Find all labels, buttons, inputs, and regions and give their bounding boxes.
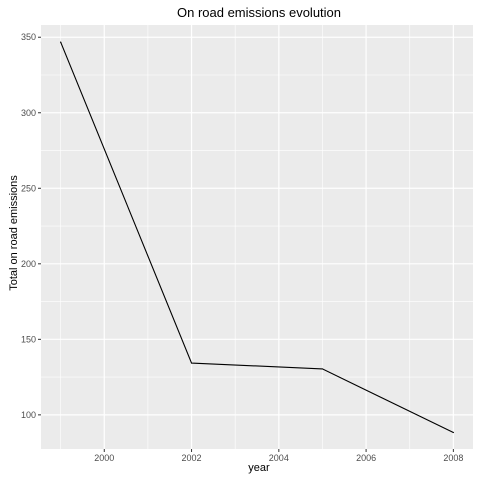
y-tick-label: 200 (21, 259, 36, 269)
series-line (60, 41, 454, 434)
y-tick-label: 150 (21, 334, 36, 344)
x-tick-label: 2002 (182, 453, 202, 463)
y-tick-label: 350 (21, 32, 36, 42)
x-axis-title: year (248, 462, 270, 474)
x-axis: 2000 2002 2004 2006 2008 (94, 449, 463, 463)
y-axis: 100 150 200 250 300 350 (21, 32, 41, 420)
y-tick-label: 250 (21, 183, 36, 193)
chart-title: On road emissions evolution (177, 5, 341, 20)
x-tick-label: 2006 (356, 453, 376, 463)
x-tick-label: 2000 (94, 453, 114, 463)
data-point (452, 431, 454, 434)
data-point (321, 368, 324, 370)
series-group (60, 41, 454, 434)
y-axis-title: Total on road emissions (8, 175, 20, 291)
x-tick-label: 2008 (443, 453, 463, 463)
y-tick-label: 300 (21, 108, 36, 118)
x-tick-label: 2004 (269, 453, 289, 463)
grid-minor (41, 25, 473, 449)
grid-major (41, 25, 473, 449)
data-point (190, 362, 193, 364)
plot-panel (41, 25, 473, 449)
data-point (60, 41, 62, 43)
y-tick-label: 100 (21, 410, 36, 420)
